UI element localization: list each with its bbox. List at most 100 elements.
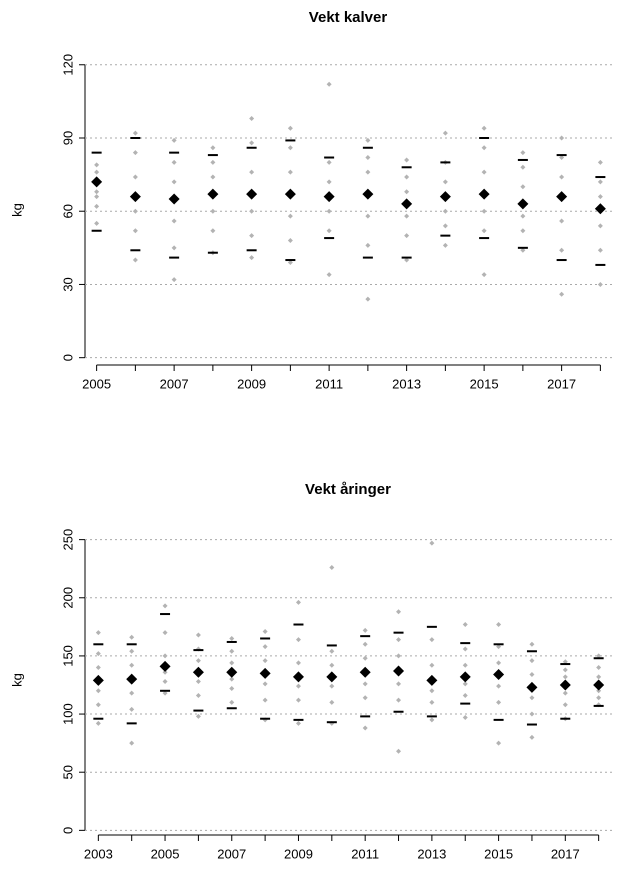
data-point <box>287 145 293 151</box>
data-point <box>210 174 216 180</box>
data-point <box>195 679 201 684</box>
x-tick-label: 2011 <box>351 846 379 861</box>
data-point <box>362 655 368 661</box>
y-tick-label: 250 <box>60 529 75 551</box>
data-point <box>249 233 255 239</box>
data-point <box>95 651 101 657</box>
mean-marker <box>359 666 371 678</box>
data-point <box>481 272 487 278</box>
data-point <box>95 702 101 708</box>
data-point <box>262 644 268 650</box>
data-point <box>396 681 402 687</box>
data-point <box>129 690 135 696</box>
data-point <box>559 174 565 180</box>
data-point <box>365 213 371 219</box>
data-point <box>481 169 487 175</box>
y-tick-label: 150 <box>60 645 75 667</box>
data-point <box>171 159 177 165</box>
data-point <box>429 540 435 546</box>
data-point <box>132 257 138 263</box>
data-point <box>94 162 100 168</box>
data-point <box>249 115 255 121</box>
data-point <box>262 628 268 634</box>
data-point <box>597 159 603 165</box>
data-point <box>132 228 138 234</box>
data-point <box>462 715 468 721</box>
data-point <box>94 203 100 209</box>
data-point <box>365 242 371 248</box>
data-point <box>162 669 168 675</box>
data-point <box>396 637 402 643</box>
data-point <box>596 688 602 694</box>
data-point <box>262 681 268 687</box>
data-point <box>329 648 335 654</box>
data-point <box>229 635 235 641</box>
data-point <box>529 672 535 678</box>
data-point <box>562 702 568 708</box>
data-point <box>287 238 293 244</box>
data-point <box>481 125 487 131</box>
data-point <box>596 665 602 671</box>
data-point <box>132 130 138 136</box>
x-tick-label: 2011 <box>315 376 343 391</box>
mean-marker <box>526 681 538 693</box>
data-point <box>520 213 526 219</box>
mean-marker <box>426 674 438 686</box>
mean-marker <box>284 188 296 200</box>
mean-marker <box>323 191 335 203</box>
data-point <box>129 706 135 712</box>
data-point <box>365 169 371 175</box>
data-point <box>129 634 135 640</box>
data-point <box>210 208 216 214</box>
y-tick-label: 100 <box>60 703 75 725</box>
data-point <box>442 179 448 185</box>
data-point <box>171 137 177 143</box>
data-point <box>429 637 435 643</box>
data-point <box>365 296 371 302</box>
x-tick-label: 2017 <box>547 376 576 391</box>
data-point <box>329 565 335 571</box>
data-point <box>195 692 201 698</box>
data-point <box>210 159 216 165</box>
data-point <box>195 632 201 638</box>
y-tick-label: 50 <box>60 765 75 779</box>
data-point <box>442 208 448 214</box>
data-point <box>132 150 138 156</box>
data-point <box>462 662 468 668</box>
data-point <box>559 247 565 253</box>
mean-marker <box>401 198 413 210</box>
data-point <box>562 674 568 680</box>
data-point <box>287 169 293 175</box>
data-point <box>94 169 100 175</box>
data-point <box>496 740 502 746</box>
data-point <box>262 658 268 664</box>
mean-marker <box>326 671 338 683</box>
data-point <box>329 662 335 668</box>
data-point <box>404 233 410 239</box>
data-point <box>597 281 603 287</box>
data-point <box>559 155 565 161</box>
data-point <box>229 676 235 682</box>
data-point <box>442 223 448 229</box>
data-point <box>326 179 332 185</box>
data-point <box>520 247 526 253</box>
x-tick-label: 2015 <box>484 846 513 861</box>
data-point <box>249 140 255 146</box>
data-point <box>326 228 332 234</box>
data-point <box>162 679 168 684</box>
data-point <box>596 695 602 701</box>
data-point <box>362 725 368 731</box>
data-point <box>295 697 301 703</box>
data-point <box>171 245 177 251</box>
data-point <box>362 681 368 687</box>
data-point <box>210 228 216 234</box>
data-point <box>429 688 435 694</box>
data-point <box>365 137 371 143</box>
data-point <box>462 622 468 628</box>
y-tick-label: 200 <box>60 587 75 609</box>
mean-marker <box>246 188 258 200</box>
data-point <box>94 189 100 195</box>
data-point <box>362 627 368 633</box>
data-point <box>129 662 135 668</box>
